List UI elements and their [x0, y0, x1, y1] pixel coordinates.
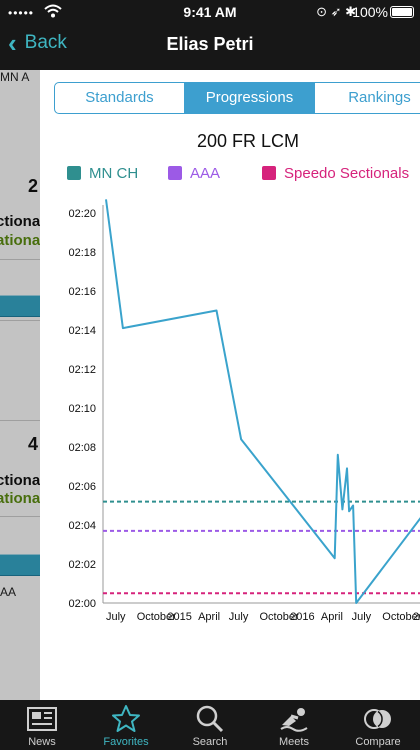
tab-label: News	[28, 736, 56, 748]
background-list: MN A 2 ctional ational 4 ctiona ationa A…	[0, 70, 40, 700]
back-label: Back	[24, 32, 67, 53]
dim-overlay[interactable]	[0, 70, 40, 700]
divider	[0, 516, 40, 517]
signal-indicator: •••••	[8, 6, 35, 20]
tab-label: Meets	[279, 736, 309, 748]
search-icon	[195, 705, 225, 733]
news-icon	[27, 705, 57, 733]
x-tick-label: October	[137, 611, 176, 623]
y-tick-label: 02:18	[68, 247, 96, 259]
swimmer-icon	[279, 705, 309, 733]
background-list-header: MN A	[0, 70, 30, 84]
tab-favorites[interactable]: Favorites	[84, 700, 168, 750]
background-standard-label: ationa	[0, 490, 40, 507]
x-tick-label: 2017	[413, 611, 420, 623]
background-progress-bar	[0, 554, 40, 576]
segmented-control: Standards Progressions Rankings	[54, 82, 420, 114]
chart-title: 200 FR LCM	[196, 131, 300, 151]
divider	[0, 320, 40, 321]
legend-item-speedo-sectionals: Speedo Sectionals	[262, 163, 409, 183]
legend-swatch	[67, 166, 81, 180]
status-icons: ⊙ ➶ ✱	[316, 4, 356, 19]
x-tick-label: April	[321, 611, 343, 623]
y-tick-label: 02:04	[68, 520, 96, 532]
y-tick-label: 02:10	[68, 403, 96, 415]
tab-bar: News Favorites Search Meets	[0, 700, 420, 750]
y-tick-label: 02:14	[68, 325, 96, 337]
top-bar: ••••• 9:41 AM ⊙ ➶ ✱ 100% ‹ Back Elias Pe…	[0, 0, 420, 70]
back-button[interactable]: ‹ Back	[8, 30, 67, 56]
y-tick-label: 02:12	[68, 364, 96, 376]
background-list-text: AA	[0, 585, 17, 599]
segment-rankings[interactable]: Rankings	[315, 83, 420, 113]
progression-chart: 02:20 02:18 02:16 02:14 02:12 02:10 02:08 02:06…	[68, 199, 420, 623]
x-tick-label: October	[260, 611, 299, 623]
x-tick-label: July	[229, 611, 249, 623]
y-tick-label: 02:02	[68, 559, 96, 571]
battery-percent: 100%	[352, 4, 388, 20]
status-time: 9:41 AM	[183, 4, 237, 20]
divider	[0, 259, 40, 260]
x-tick-label: April	[198, 611, 220, 623]
divider	[0, 420, 40, 421]
tab-label: Search	[192, 736, 228, 748]
y-tick-label: 02:06	[68, 481, 96, 493]
battery-icon	[390, 6, 414, 18]
y-tick-label: 02:20	[68, 208, 96, 220]
page-title: Elias Petri	[166, 34, 254, 54]
progression-series-line	[105, 199, 420, 604]
legend-swatch	[168, 166, 182, 180]
segment-progressions[interactable]: Progressions	[185, 83, 315, 113]
tab-search[interactable]: Search	[168, 700, 252, 750]
tab-meets[interactable]: Meets	[252, 700, 336, 750]
x-tick-label: October	[382, 611, 420, 623]
segment-standards[interactable]: Standards	[55, 83, 185, 113]
star-icon	[111, 705, 141, 733]
background-standard-label: ational	[0, 232, 40, 249]
legend-label: MN CH	[89, 164, 139, 182]
status-bar: ••••• 9:41 AM ⊙ ➶ ✱ 100%	[0, 0, 420, 24]
legend-item-aaa: AAA	[168, 163, 220, 183]
y-tick-label: 02:16	[68, 286, 96, 298]
tab-news[interactable]: News	[0, 700, 84, 750]
x-tick-label: 2015	[167, 611, 191, 623]
background-meet-label: ctional	[0, 213, 40, 230]
legend-swatch	[262, 166, 276, 180]
legend-item-mn-ch: MN CH	[67, 163, 138, 183]
background-rank: 2	[27, 176, 38, 196]
x-tick-label: July	[106, 611, 126, 623]
y-tick-label: 02:00	[68, 598, 96, 610]
y-tick-label: 02:08	[68, 442, 96, 454]
tab-label: Compare	[355, 736, 401, 748]
background-meet-label: ctiona	[0, 472, 40, 489]
progression-panel: Standards Progressions Rankings 200 FR L…	[40, 70, 420, 700]
legend-label: AAA	[190, 164, 221, 182]
legend-label: Speedo Sectionals	[284, 164, 410, 182]
tab-label: Favorites	[103, 736, 149, 748]
chevron-left-icon: ‹	[8, 28, 17, 58]
background-progress-bar	[0, 295, 40, 317]
compare-icon	[363, 705, 393, 733]
tab-compare[interactable]: Compare	[336, 700, 420, 750]
x-tick-label: July	[352, 611, 372, 623]
wifi-icon	[44, 3, 62, 22]
x-tick-label: 2016	[290, 611, 314, 623]
navigation-bar: ‹ Back Elias Petri	[0, 24, 420, 70]
background-rank: 4	[27, 434, 38, 454]
